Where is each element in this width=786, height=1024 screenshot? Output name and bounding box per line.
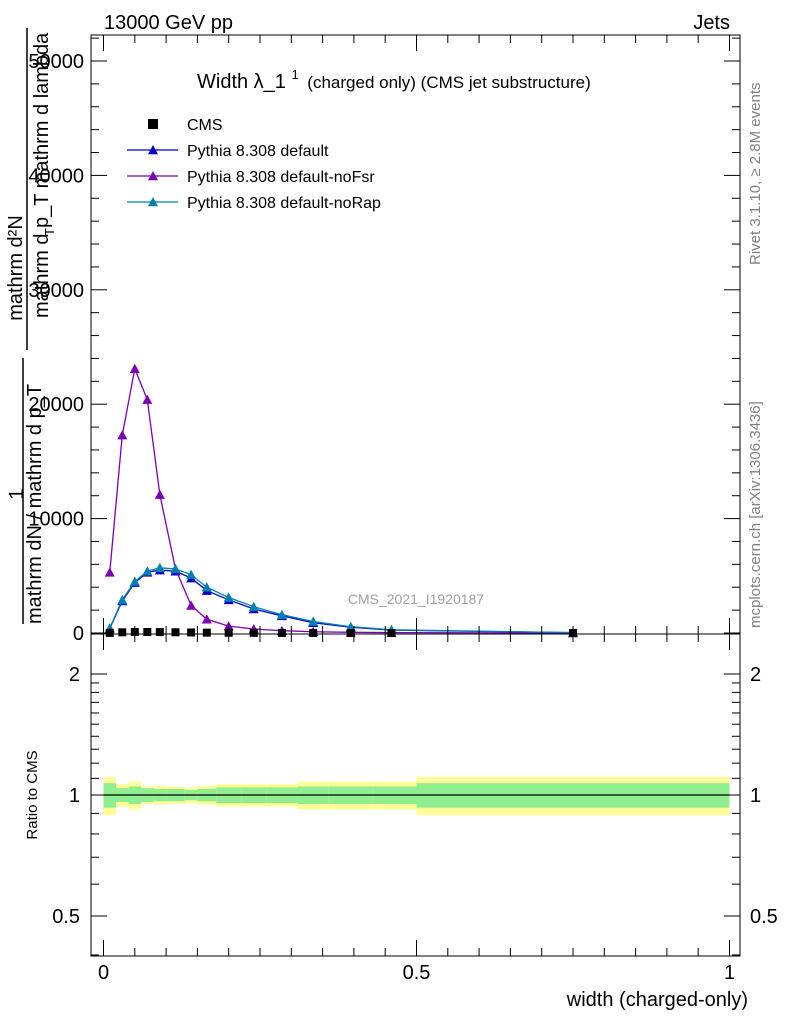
cms-data-point (171, 628, 180, 637)
main-y-tick-label: 20000 (28, 394, 84, 416)
ratio-y-axis-label: Ratio to CMS (24, 750, 41, 839)
plot-title-main: Width λ_1 (197, 71, 286, 93)
main-y-tick-label: 10000 (28, 509, 84, 531)
ratio-y-tick-label-right: 2 (750, 664, 761, 686)
site-label: mcplots.cern.ch [arXiv:1306.3436] (747, 401, 764, 628)
cms-data-point (249, 628, 258, 637)
series-marker-noFsr (142, 394, 153, 404)
main-y-tick-label: 40000 (28, 165, 84, 187)
plot-title-rest: (charged only) (CMS jet substructure) (307, 73, 590, 92)
legend: CMS Pythia 8.308 default Pythia 8.308 defa… (127, 117, 381, 212)
ratio-y-axis: 0.5 0.5 1 1 2 2 (52, 664, 778, 956)
series-marker-noFsr (154, 489, 165, 499)
ratio-y-tick-label-right: 0.5 (750, 906, 778, 928)
cms-data-point (346, 628, 355, 637)
ratio-plot-area (103, 776, 730, 816)
ylabel-subscript: T (42, 228, 57, 236)
main-y-axis-label: 1 mathrm dN / mathrm d p_T mathrm d²N ma… (5, 28, 57, 624)
main-x-ticks (103, 35, 730, 634)
series-marker-noFsr (129, 363, 140, 373)
cms-data-point (202, 628, 211, 637)
series-marker-noRap (117, 594, 128, 605)
x-tick-label: 0.5 (403, 962, 431, 984)
ratio-y-tick-label: 2 (69, 664, 80, 686)
main-y-tick-label: 0 (73, 623, 84, 645)
yprefix-numerator: 1 (6, 488, 28, 499)
yprefix-denominator: mathrm dN / mathrm d p_T (24, 384, 46, 624)
cms-data-point (105, 628, 114, 637)
ratio-panel: 0.5 0.51 12 2 0 0.5 1 Ratio to CMS width (cha… (24, 633, 778, 1011)
legend-label-noFsr: Pythia 8.308 default-noFsr (187, 169, 375, 186)
series-marker-noRap (308, 616, 319, 626)
series-marker-noFsr (117, 430, 128, 440)
energy-label: 13000 GeV pp (104, 12, 233, 34)
series-marker-noRap (186, 569, 197, 579)
plot-title-superscript: 1 (292, 67, 299, 82)
main-panel: 0 10000 20000 30000 40000 50000 Width λ_1 1 (… (5, 28, 741, 645)
legend-label-cms: CMS (187, 117, 223, 134)
series-marker-noRap (154, 562, 165, 573)
ratio-y-tick-label-right: 1 (750, 785, 761, 807)
ylabel-numerator: mathrm d²N (5, 215, 27, 321)
cms-data-point (187, 628, 196, 637)
series-marker-noRap (248, 601, 259, 611)
cms-data-point (309, 628, 318, 637)
legend-label-default: Pythia 8.308 default (187, 143, 329, 160)
series-marker-noRap (170, 563, 181, 574)
series-marker-noRap (223, 592, 234, 602)
series-marker-noFsr (201, 614, 212, 624)
cms-data-point (143, 627, 152, 636)
series-marker-noRap (129, 576, 140, 586)
legend-marker-default (148, 145, 158, 155)
series-marker-noFsr (104, 567, 115, 577)
series-marker-noRap (142, 566, 153, 576)
ratio-y-tick-label: 0.5 (52, 906, 80, 928)
plot-title: Width λ_1 1 (charged only) (CMS jet subs… (197, 62, 591, 93)
series-marker-noRap (276, 609, 287, 619)
legend-marker-cms (148, 119, 158, 129)
legend-marker-noFsr (148, 171, 158, 181)
main-y-axis: 0 10000 20000 30000 40000 50000 (28, 37, 740, 645)
main-y-tick-label: 50000 (28, 51, 84, 73)
cms-data-point (277, 628, 286, 637)
main-plot-area (104, 363, 578, 638)
cms-data-point (118, 628, 127, 637)
legend-label-noRap: Pythia 8.308 default-noRap (187, 195, 381, 212)
x-tick-label: 1 (724, 962, 735, 984)
ratio-y-tick-label: 1 (69, 785, 80, 807)
rivet-label: Rivet 3.1.10, ≥ 2.8M events (747, 83, 764, 266)
series-line-noFsr (109, 366, 574, 634)
analysis-id: CMS_2021_I1920187 (348, 591, 484, 607)
x-axis-label: width (charged-only) (566, 989, 748, 1011)
series-marker-noRap (201, 582, 212, 592)
series-marker-noFsr (186, 600, 197, 610)
ylabel-denominator: mathrm d p_T mathrm d lambda (31, 32, 53, 318)
process-label: Jets (693, 12, 730, 34)
cms-data-point (387, 628, 396, 637)
main-y-tick-label: 30000 (28, 280, 84, 302)
x-axis: 0 0.5 1 (98, 634, 735, 984)
series-line-default (109, 569, 574, 634)
legend-marker-noRap (148, 197, 158, 207)
x-tick-label: 0 (98, 962, 109, 984)
series-marker-noFsr (223, 621, 234, 631)
cms-data-point (155, 628, 164, 637)
series-marker-noRap (345, 621, 356, 631)
